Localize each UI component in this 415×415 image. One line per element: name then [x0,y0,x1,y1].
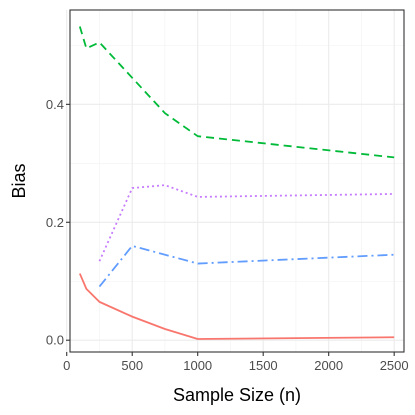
y-axis-title: Bias [9,163,29,198]
x-axis-title: Sample Size (n) [173,385,301,405]
series-line-4 [78,26,395,159]
panel-border [69,9,405,353]
series-layer [78,26,395,340]
tick-layer: 0 500 1000 1500 2000 2500 0.0 0.2 0.4 [46,97,409,373]
x-tick-label: 2500 [380,358,409,373]
series-line-2 [98,244,395,288]
x-tick-label: 1500 [249,358,278,373]
grid-layer [66,10,404,352]
y-tick-label: 0.0 [46,333,64,348]
y-tick-label: 0.2 [46,215,64,230]
series-line-1 [78,273,395,340]
y-tick-label: 0.4 [46,97,64,112]
x-tick-label: 1000 [183,358,212,373]
x-tick-label: 0 [63,358,70,373]
x-tick-label: 2000 [314,358,343,373]
x-tick-label: 500 [121,358,143,373]
